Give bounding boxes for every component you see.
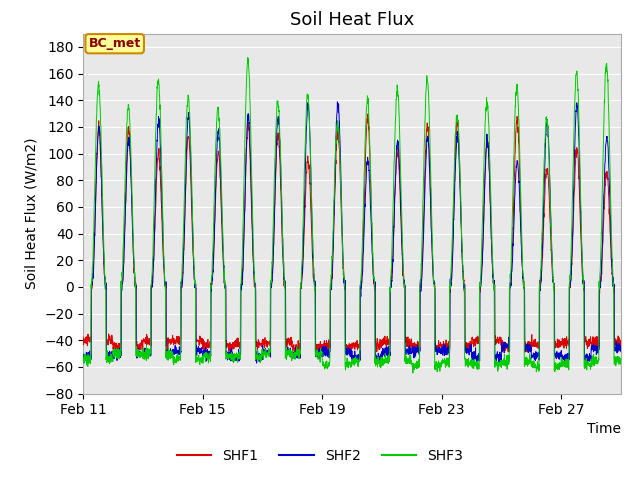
Text: BC_met: BC_met: [88, 37, 141, 50]
Title: Soil Heat Flux: Soil Heat Flux: [290, 11, 414, 29]
Text: Time: Time: [587, 422, 621, 436]
Legend: SHF1, SHF2, SHF3: SHF1, SHF2, SHF3: [171, 443, 469, 468]
Y-axis label: Soil Heat Flux (W/m2): Soil Heat Flux (W/m2): [25, 138, 38, 289]
